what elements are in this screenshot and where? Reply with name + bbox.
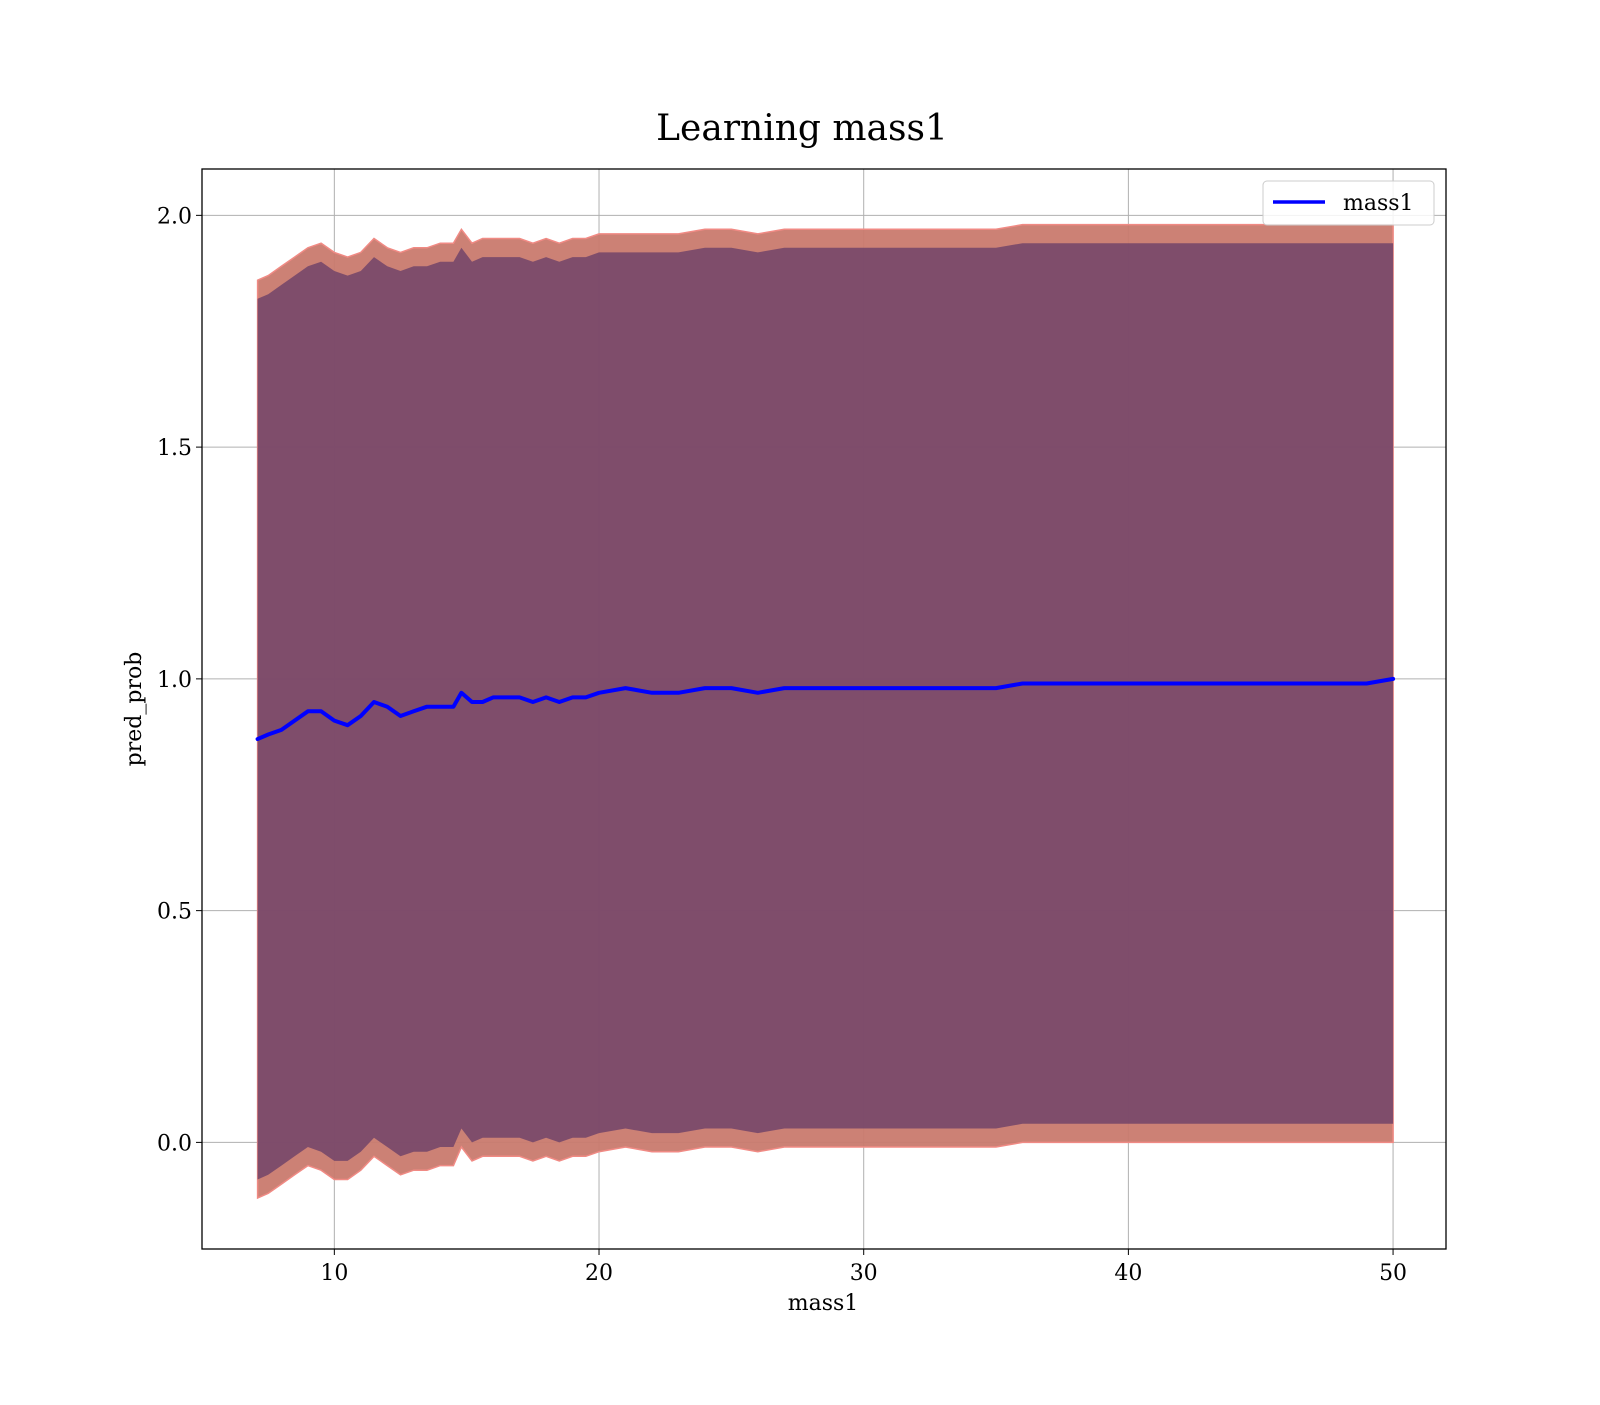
legend: mass1 xyxy=(1262,180,1435,226)
plot-frame xyxy=(201,168,1447,1250)
x-tick-label: 20 xyxy=(585,1261,613,1286)
x-axis-label: mass1 xyxy=(788,1291,859,1316)
confidence-band xyxy=(257,243,1394,1180)
x-tick-label: 10 xyxy=(320,1261,348,1286)
legend-label-mass1: mass1 xyxy=(1343,191,1414,216)
legend-box xyxy=(1262,180,1435,226)
y-tick-label: 2.0 xyxy=(157,204,192,229)
chart-title: Learning mass1 xyxy=(656,108,948,149)
y-axis-label: pred_prob xyxy=(122,652,147,767)
y-tick-label: 0.5 xyxy=(157,900,192,925)
y-ticks: 0.0 0.5 1.0 1.5 2.0 xyxy=(157,204,202,1156)
x-tick-label: 50 xyxy=(1379,1261,1407,1286)
y-tick-label: 0.0 xyxy=(157,1131,192,1156)
x-ticks: 10 20 30 40 50 xyxy=(320,1249,1407,1286)
y-tick-label: 1.0 xyxy=(157,668,192,693)
series-line-mass1 xyxy=(255,676,1396,742)
x-tick-label: 40 xyxy=(1114,1261,1142,1286)
series-lines xyxy=(255,676,1396,742)
y-tick-label: 1.5 xyxy=(157,436,192,461)
confidence-bands xyxy=(256,223,1394,1200)
x-tick-label: 30 xyxy=(850,1261,878,1286)
